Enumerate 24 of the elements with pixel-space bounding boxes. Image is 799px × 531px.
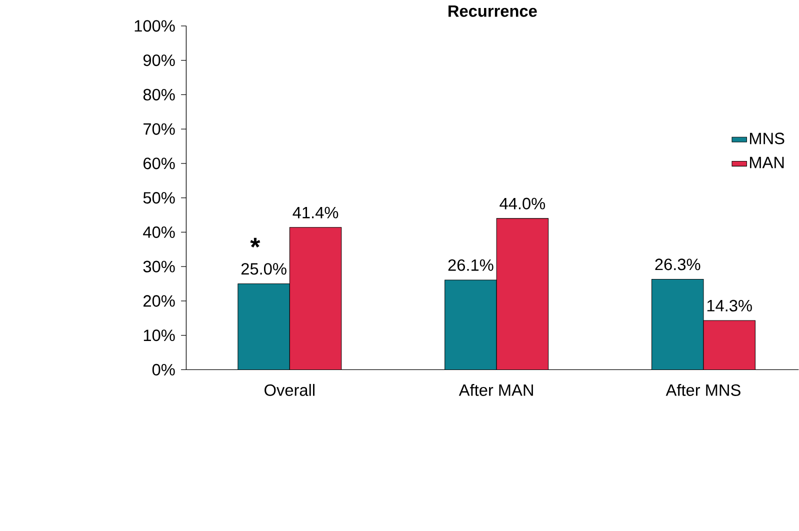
x-tick-label: After MNS — [666, 384, 740, 396]
data-label: 44.0% — [500, 198, 546, 210]
legend-label: MNS — [750, 132, 784, 144]
y-tick-label: 30% — [143, 260, 175, 272]
y-tick-label: 20% — [144, 295, 175, 307]
y-tick-label: 0% — [152, 364, 175, 376]
data-label: 14.3% — [707, 300, 752, 312]
y-tick-label: 40% — [143, 226, 175, 238]
y-tick-label: 90% — [143, 54, 175, 66]
y-tick-label: 60% — [144, 157, 175, 170]
data-label: 26.3% — [655, 258, 700, 270]
chart-title: Recurrence — [448, 5, 537, 17]
y-tick-label: 10% — [144, 329, 175, 341]
x-tick-label: Overall — [264, 384, 314, 396]
data-label: 25.0% — [241, 262, 286, 275]
y-tick-label: 70% — [144, 123, 175, 135]
x-tick-label: After MAN — [458, 384, 533, 396]
y-tick-label: 80% — [143, 88, 175, 100]
y-tick-label: 50% — [143, 192, 175, 204]
y-tick-label: 100% — [134, 20, 175, 32]
data-label: 26.1% — [448, 259, 494, 271]
legend-label: MAN — [750, 156, 784, 168]
annotation: * — [250, 238, 260, 248]
data-label: 41.4% — [292, 206, 338, 218]
